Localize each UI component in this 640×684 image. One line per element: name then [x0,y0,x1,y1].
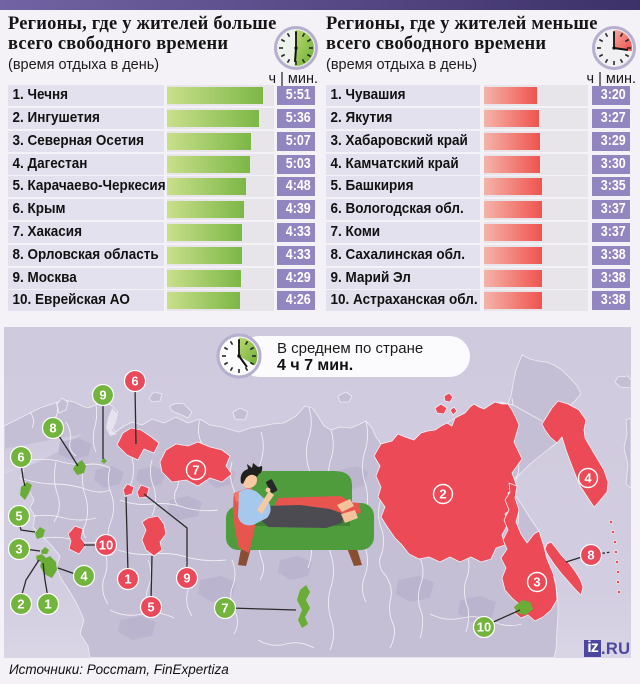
svg-text:10: 10 [99,538,113,553]
svg-text:2: 2 [439,487,446,502]
svg-text:1: 1 [44,597,51,612]
svg-text:7: 7 [192,463,199,478]
svg-text:2: 2 [17,597,24,612]
svg-text:10: 10 [477,620,491,635]
svg-text:4: 4 [584,471,592,486]
svg-text:8: 8 [587,548,594,563]
svg-text:6: 6 [131,374,138,389]
svg-text:7: 7 [221,601,228,616]
svg-text:1: 1 [124,572,131,587]
svg-text:5: 5 [15,509,22,524]
svg-text:5: 5 [147,600,154,615]
svg-text:9: 9 [99,388,106,403]
svg-text:3: 3 [533,575,540,590]
svg-text:4: 4 [80,569,88,584]
svg-text:9: 9 [183,571,190,586]
svg-text:8: 8 [49,421,56,436]
svg-text:3: 3 [15,542,22,557]
svg-text:6: 6 [17,450,24,465]
